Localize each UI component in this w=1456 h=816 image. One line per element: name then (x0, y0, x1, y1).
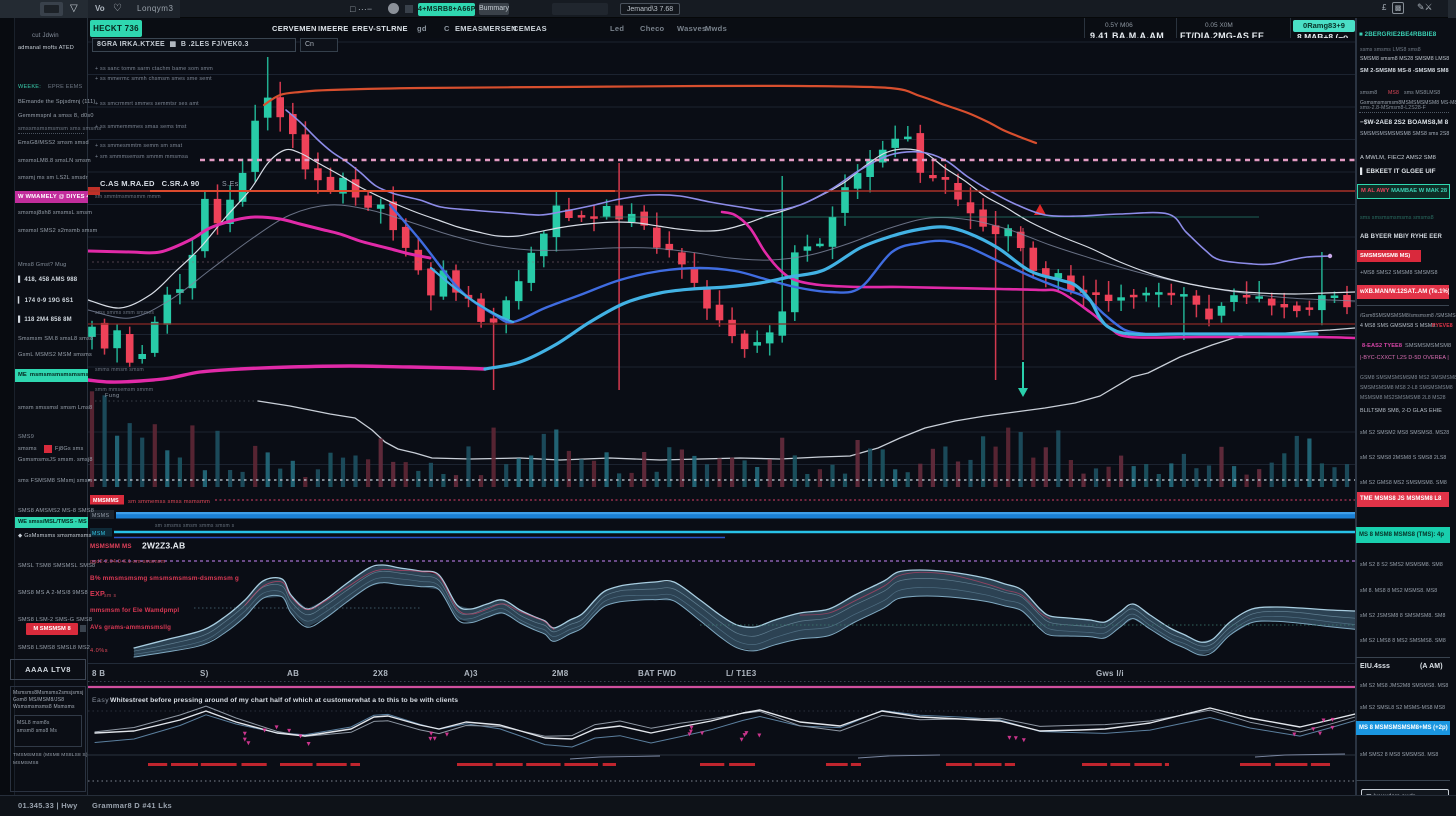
svg-text:+ ss smcrmmrt smmes semmtsr s: + ss smcrmmrt smmes semmtsr ses amt (95, 101, 199, 107)
svg-text:4.0%s: 4.0%s (90, 648, 108, 654)
svg-text:AVs grams-ammsmsmsllg: AVs grams-ammsmsmsllg (90, 624, 171, 631)
svg-text:C.AS M.RA.ED C.SR.A 90: C.AS M.RA.ED C.SR.A 90 (100, 179, 199, 188)
svg-text:+ ss sanc tomm sarm ctachm bam: + ss sanc tomm sarm ctachm bame som smm (95, 66, 213, 72)
svg-text:A)3: A)3 (464, 669, 478, 678)
svg-text:S): S) (200, 669, 209, 678)
svg-text:sm smmtmsmmsmm mmm: sm smmtmsmmsmm mmm (95, 194, 161, 200)
svg-text:Easy: Easy (92, 697, 109, 704)
svg-text:S.Es: S.Es (222, 181, 239, 188)
svg-text:+ ss smmesmmtm semm sm smat: + ss smmesmmtm semm sm smat (95, 143, 183, 149)
svg-text:smm mmsemsm smmm: smm mmsemsm smmm (95, 387, 153, 393)
svg-text:+ ss mmermc smmh chsmsm smes: + ss mmermc smmh chsmsm smes sme semt (95, 76, 212, 82)
svg-text:sm smmemss smss msmsmm: sm smmemss smss msmsmm (128, 499, 210, 505)
svg-text:EXP: EXP (90, 589, 105, 598)
svg-text:2M8: 2M8 (552, 669, 569, 678)
svg-text:8 B: 8 B (92, 669, 105, 678)
svg-text:L/ T1E3: L/ T1E3 (726, 669, 757, 678)
svg-text:ggd2-2.04.0-6.1-sm-smsmsm: ggd2-2.04.0-6.1-sm-smsmsm (90, 559, 166, 565)
svg-text:Fung: Fung (105, 393, 120, 399)
svg-text:Whitestreet before pressing ar: Whitestreet before pressing around of my… (110, 697, 458, 704)
svg-text:MSMS: MSMS (92, 513, 110, 519)
svg-text:MMSMMS: MMSMMS (93, 498, 119, 504)
svg-text:sm smsms smsm smms smsm s: sm smsms smsm smms smsm s (155, 523, 235, 529)
svg-text:MSM: MSM (92, 531, 106, 537)
svg-text:sms smms smm smmes: sms smms smm smmes (95, 310, 154, 316)
svg-text:+ ss smmemmmes smas sems tmst: + ss smmemmmes smas sems tmst (95, 124, 187, 130)
svg-text:2X8: 2X8 (373, 669, 388, 678)
svg-text:AB: AB (287, 669, 299, 678)
svg-text:MSMSMM MS: MSMSMM MS (90, 543, 132, 550)
svg-text:sm s: sm s (104, 593, 117, 599)
svg-text:+ sm smmmsemsm smmm mmsmsa: + sm smmmsemsm smmm mmsmsa (95, 154, 188, 160)
svg-text:2W2Z3.AB: 2W2Z3.AB (142, 541, 185, 551)
svg-text:BAT FWD: BAT FWD (638, 669, 676, 678)
svg-text:mmsmsm for Ele Wamdpmpl: mmsmsm for Ele Wamdpmpl (90, 607, 179, 614)
svg-text:smms mmsm smsm: smms mmsm smsm (95, 367, 144, 373)
svg-text:Gws I/i: Gws I/i (1096, 669, 1124, 678)
svg-text:B% mmsmsmsmg smsmsmsmsm-dsmsms: B% mmsmsmsmg smsmsmsmsm-dsmsmsm g (90, 575, 239, 582)
